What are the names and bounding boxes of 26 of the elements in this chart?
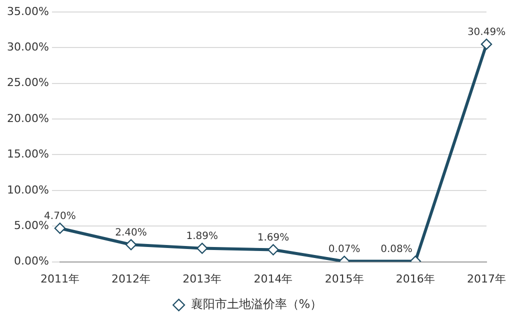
point	[196, 242, 208, 254]
y-tick-label: 20.00%	[6, 112, 49, 125]
data-label: 1.69%	[257, 232, 290, 244]
y-tick-label: 30.00%	[6, 40, 49, 54]
point	[480, 38, 492, 50]
point	[125, 239, 137, 250]
x-tick-label: 2011年	[40, 272, 80, 286]
data-label: 0.07%	[328, 244, 360, 255]
x-tick-label: 2012年	[112, 272, 151, 286]
x-tick-label: 2015年	[324, 272, 364, 286]
x-tick-label: 2016年	[396, 272, 435, 286]
x-tick-label: 2014年	[254, 272, 293, 286]
point	[268, 244, 279, 256]
data-label: 0.08%	[380, 244, 412, 255]
point	[54, 222, 66, 234]
y-tick-label: 0.00%	[14, 254, 49, 268]
y-tick-label: 10.00%	[6, 183, 49, 196]
x-tick-label: 2017年	[467, 272, 506, 286]
data-label: 30.49%	[467, 26, 506, 38]
data-label: 2.40%	[115, 227, 147, 238]
y-tick-label: 35.00%	[6, 4, 49, 18]
x-tick-label: 2013年	[182, 272, 222, 286]
legend-label: 襄阳市土地溢价率（%）	[190, 297, 322, 312]
data-label: 1.89%	[186, 230, 218, 242]
y-tick-label: 15.00%	[6, 148, 49, 161]
y-tick-label: 25.00%	[6, 76, 49, 90]
